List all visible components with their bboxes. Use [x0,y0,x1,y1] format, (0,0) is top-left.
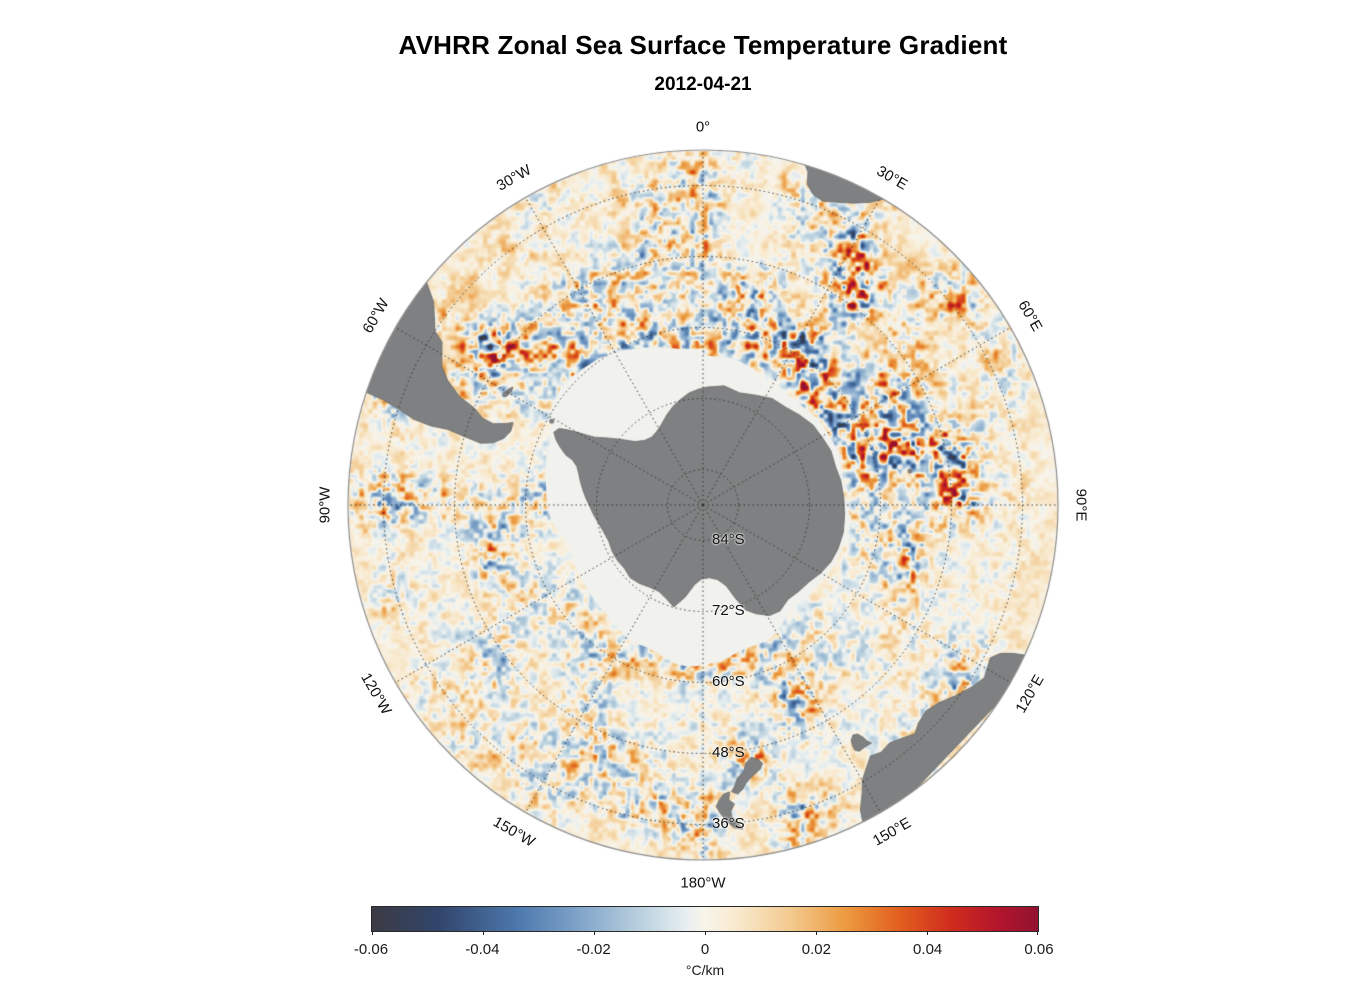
colorbar-tick-mark [705,931,706,935]
figure-header: AVHRR Zonal Sea Surface Temperature Grad… [333,30,1073,96]
colorbar: -0.06 -0.04 -0.02 0 0.02 0.04 0.06 °C/km [354,906,1054,978]
latitude-label: 72°S [712,601,745,619]
colorbar-tick-label: 0.06 [1024,941,1054,958]
latitude-label: 84°S [712,530,745,548]
figure-date-subtitle: 2012-04-21 [654,74,752,95]
latitude-label: 36°S [712,814,745,832]
figure-title: AVHRR Zonal Sea Surface Temperature Grad… [398,30,1008,60]
colorbar-tick-mark [593,931,595,935]
colorbar-tick-label: 0 [700,941,710,958]
colorbar-tick-label: -0.06 [353,941,389,958]
colorbar-tick-mark [815,931,817,935]
colorbar-tick-label: -0.04 [465,941,500,958]
meridian-label: 90°E [1072,488,1090,522]
colorbar-tick-mark [1037,931,1038,935]
meridian-label: 0° [695,118,711,136]
polar-map: 0° 30°E 60°E 90°E 120°E 150°E 180°W 150°W 120°W 9… [317,120,1090,891]
meridian-label: 90°W [316,486,334,524]
colorbar-unit-label: °C/km [685,962,725,978]
colorbar-tick-mark [372,931,373,935]
colorbar-gradient [371,906,1039,935]
colorbar-tick-mark [482,931,484,935]
latitude-label: 48°S [712,743,745,761]
colorbar-tick-label: -0.02 [576,941,611,958]
latitude-label: 60°S [712,672,745,690]
colorbar-tick-label: 0.04 [913,941,943,958]
colorbar-ticks: -0.06 -0.04 -0.02 0 0.02 0.04 0.06 [354,941,1054,959]
colorbar-tick-label: 0.02 [801,941,831,958]
meridian-label: 180°W [680,874,726,892]
map-canvas [333,135,1073,875]
colorbar-tick-mark [927,931,928,935]
